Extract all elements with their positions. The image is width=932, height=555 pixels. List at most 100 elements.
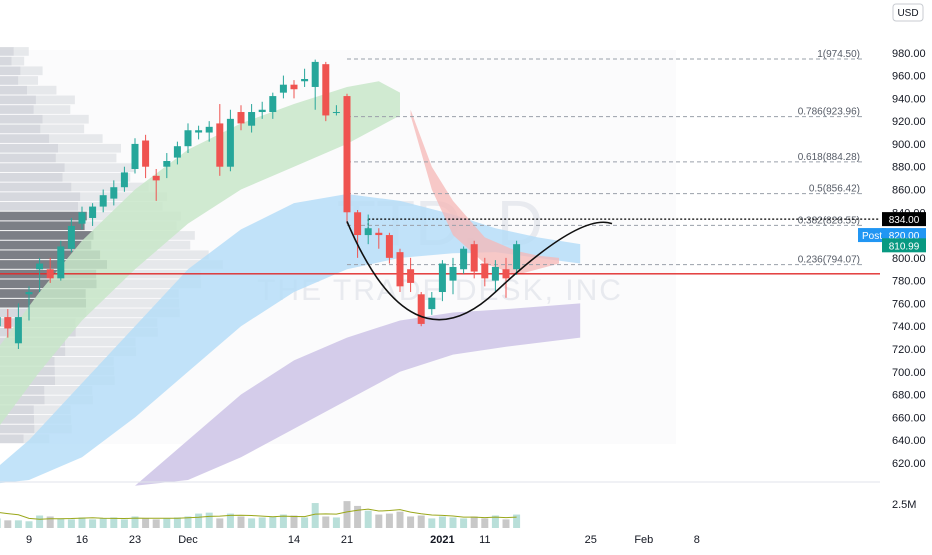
price-tag	[882, 238, 926, 253]
time-tick-label: 16	[76, 534, 88, 546]
candle	[78, 206, 86, 230]
candle	[491, 260, 499, 293]
volume-bar	[195, 513, 203, 528]
profile-bar-right	[33, 105, 71, 114]
profile-bar-right	[33, 405, 71, 415]
candle-body	[173, 146, 181, 158]
candle-body	[332, 112, 340, 114]
price-tick-label: 800.00	[892, 253, 926, 265]
cup-curve	[346, 221, 613, 321]
profile-bar-left	[0, 405, 34, 415]
profile-bar-right	[13, 47, 29, 56]
candle	[226, 109, 234, 172]
profile-bar-left	[0, 415, 35, 424]
profile-bar-left	[0, 153, 56, 163]
candle-body	[4, 317, 12, 329]
price-tag-name: Post	[862, 231, 882, 242]
candle	[195, 125, 203, 140]
candle-body	[269, 96, 277, 113]
time-axis[interactable]: 9 16 23 Dec 14 21 2021 11 25 Feb 8	[26, 534, 700, 546]
time-tick-label: 25	[585, 534, 597, 546]
price-tag-name-box	[858, 228, 886, 243]
fib-label: 0.382(828.55)	[798, 215, 860, 226]
volume-bar	[449, 517, 457, 528]
volume-bar	[57, 518, 65, 528]
candle	[36, 257, 44, 293]
candle-body	[46, 269, 54, 279]
profile-bar-right	[58, 143, 121, 153]
volume-bar	[375, 514, 383, 528]
profile-bar-left	[0, 240, 92, 250]
candle-body	[343, 96, 351, 213]
profile-bar-left	[0, 192, 81, 202]
candle-body	[142, 140, 150, 167]
volume-bar	[290, 515, 298, 528]
candle-body	[25, 292, 33, 295]
profile-bar-left	[0, 143, 59, 153]
profile-bar-right	[35, 95, 75, 105]
price-tick-label: 740.00	[892, 321, 926, 333]
candle	[131, 138, 139, 174]
time-tick-label: 11	[479, 534, 490, 546]
price-tick-label: 920.00	[892, 116, 926, 128]
candle-body	[301, 78, 309, 82]
level-tag-label: 834.00	[889, 215, 920, 226]
profile-bar-right	[80, 192, 168, 202]
profile-bar-left	[0, 134, 50, 143]
level-tag	[882, 212, 926, 227]
candle	[375, 228, 383, 249]
currency-badge[interactable]: USD	[892, 3, 924, 22]
profile-bar-right	[65, 347, 137, 356]
volume-pane: 2.5M	[0, 481, 916, 528]
time-tick-label: 21	[341, 534, 353, 546]
profile-bar-right	[62, 172, 131, 182]
profile-bar-left	[0, 211, 87, 221]
price-axis[interactable]: 620.00 640.00 660.00 680.00 700.00 720.00 740.…	[892, 48, 926, 470]
profile-bar-left	[0, 56, 12, 66]
volume-ma-line	[0, 508, 517, 520]
volume-bar	[89, 519, 97, 528]
fib-label: 0.618(884.28)	[798, 152, 860, 163]
profile-bar-right	[86, 308, 180, 318]
volume-bar	[46, 516, 54, 528]
price-tag-value: 820.00	[889, 231, 920, 242]
price-tick-label: 880.00	[892, 162, 926, 174]
time-tick-label: 9	[26, 534, 32, 546]
candle-body	[407, 269, 415, 283]
profile-bar-left	[0, 85, 28, 95]
volume-bar	[237, 516, 245, 528]
fib-label: 0.5(856.42)	[809, 184, 860, 195]
red-band	[410, 109, 559, 275]
profile-bar-right	[40, 124, 85, 134]
candle-body	[237, 112, 245, 124]
volume-bar	[470, 516, 478, 528]
candle	[438, 260, 446, 302]
candle-body	[152, 175, 160, 181]
volume-bar	[438, 516, 446, 528]
profile-bar-right	[49, 134, 103, 143]
volume-bar	[0, 518, 1, 528]
price-tick-label: 700.00	[892, 367, 926, 379]
profile-bar-left	[0, 124, 41, 134]
candle-body	[513, 244, 521, 270]
volume-bar	[279, 514, 287, 528]
volume-bar	[311, 503, 319, 528]
candle	[173, 141, 181, 165]
profile-bar-left	[0, 163, 65, 172]
volume-bar	[226, 513, 234, 528]
candles	[0, 59, 521, 349]
volume-bar	[322, 516, 330, 528]
moving-average-bands	[0, 81, 581, 486]
price-tick-label: 680.00	[892, 390, 926, 402]
candle	[152, 168, 160, 201]
candle	[248, 104, 256, 133]
profile-bar-left	[0, 47, 14, 56]
volume-bar	[67, 519, 75, 528]
profile-bar-right	[54, 366, 115, 376]
volume-bar	[364, 510, 372, 528]
candle-body	[14, 317, 22, 344]
candle	[449, 257, 457, 295]
price-tick-label: 720.00	[892, 344, 926, 356]
